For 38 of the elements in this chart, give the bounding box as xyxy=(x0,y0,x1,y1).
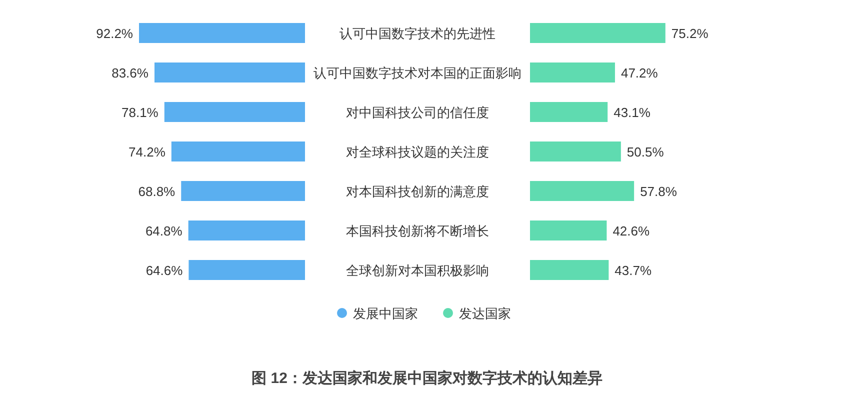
bar xyxy=(154,62,305,82)
bar xyxy=(181,181,305,201)
y-tick-label: 全球创新对本国积极影响 xyxy=(346,263,489,278)
y-tick-label: 认可中国数字技术的先进性 xyxy=(340,26,496,41)
bar xyxy=(530,62,615,82)
bar xyxy=(171,142,305,162)
bar xyxy=(530,181,634,201)
bar xyxy=(530,260,609,280)
y-tick-label: 对全球科技议题的关注度 xyxy=(346,144,489,160)
bar xyxy=(530,220,607,240)
y-tick-label: 本国科技创新将不断增长 xyxy=(346,224,489,238)
data-label: 43.7% xyxy=(614,263,652,278)
bar xyxy=(164,102,305,122)
data-label: 57.8% xyxy=(640,184,678,199)
legend-label: 发达国家 xyxy=(459,306,511,321)
bar xyxy=(530,142,621,162)
y-tick-label: 对本国科技创新的满意度 xyxy=(346,184,489,199)
text: 图 12：发达国家和发展中国家对数字技术的认知差异 xyxy=(252,369,602,387)
data-label: 43.1% xyxy=(614,105,651,120)
legend-label: 发展中国家 xyxy=(353,306,418,321)
data-label: 64.6% xyxy=(146,263,184,278)
data-label: 83.6% xyxy=(112,66,149,80)
data-label: 78.1% xyxy=(122,105,159,120)
data-label: 68.8% xyxy=(138,184,176,199)
data-label: 50.5% xyxy=(626,144,664,160)
data-label: 92.2% xyxy=(96,26,134,41)
y-tick-label: 认可中国数字技术对本国的正面影响 xyxy=(314,66,522,80)
y-tick-label: 对中国科技公司的信任度 xyxy=(346,105,489,120)
data-label: 74.2% xyxy=(128,144,166,160)
bar xyxy=(188,220,305,240)
data-label: 42.6% xyxy=(612,224,650,238)
bar xyxy=(139,23,305,43)
data-label: 47.2% xyxy=(620,66,658,80)
data-label: 75.2% xyxy=(671,26,709,41)
bar xyxy=(530,23,666,43)
bar xyxy=(530,102,608,122)
bar xyxy=(188,260,305,280)
data-label: 64.8% xyxy=(145,224,183,238)
